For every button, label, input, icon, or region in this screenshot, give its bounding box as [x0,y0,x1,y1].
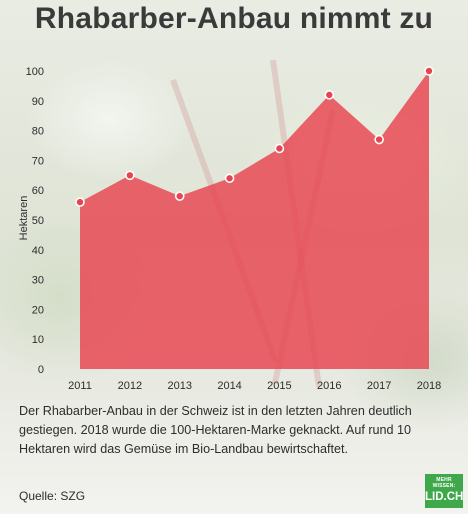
x-tick-label: 2012 [118,380,142,392]
y-tick-label: 0 [38,364,44,376]
logo-wordmark: LID.CH [425,491,464,503]
data-point [75,197,85,207]
data-point [374,134,384,145]
x-tick-label: 2013 [167,380,191,392]
data-point [424,66,434,76]
data-point [274,143,285,154]
y-tick-label: 40 [32,245,44,257]
x-tick-label: 2014 [217,380,241,392]
y-axis: 0 10 20 30 40 50 60 70 80 90 100 [26,66,44,376]
x-tick-label: 2017 [367,380,391,392]
y-tick-label: 50 [32,215,44,227]
y-tick-label: 100 [26,66,44,78]
logo-tagline: MEHR WISSEN: [432,477,456,489]
area-chart: 0 10 20 30 40 50 60 70 80 90 100 Hektaren 2011 2012… [18,66,441,392]
x-tick-label: 2016 [317,380,341,392]
y-tick-label: 10 [32,334,44,346]
y-tick-label: 30 [32,275,44,287]
x-tick-label: 2011 [68,380,92,392]
data-point [324,90,335,100]
data-point [125,170,135,181]
source-label: Quelle: SZG [19,489,86,503]
lid-logo[interactable]: MEHR WISSEN: LID.CH [425,474,463,508]
y-tick-label: 80 [32,126,44,138]
x-tick-label: 2015 [267,380,291,392]
x-tick-label: 2018 [417,380,441,392]
area-series [80,71,429,369]
y-tick-label: 20 [32,304,44,316]
data-points [75,66,434,207]
chart-title: Rhabarber-Anbau nimmt zu [34,2,434,35]
data-point [174,191,185,201]
y-tick-label: 70 [32,155,44,167]
y-tick-label: 60 [32,185,44,197]
data-point [224,173,235,184]
y-tick-label: 90 [32,96,44,108]
description-text: Der Rhabarber-Anbau in der Schweiz ist i… [19,404,412,456]
y-axis-label: Hektaren [18,196,30,241]
x-axis: 2011 2012 2013 2014 2015 2016 2017 2018 [68,380,441,392]
